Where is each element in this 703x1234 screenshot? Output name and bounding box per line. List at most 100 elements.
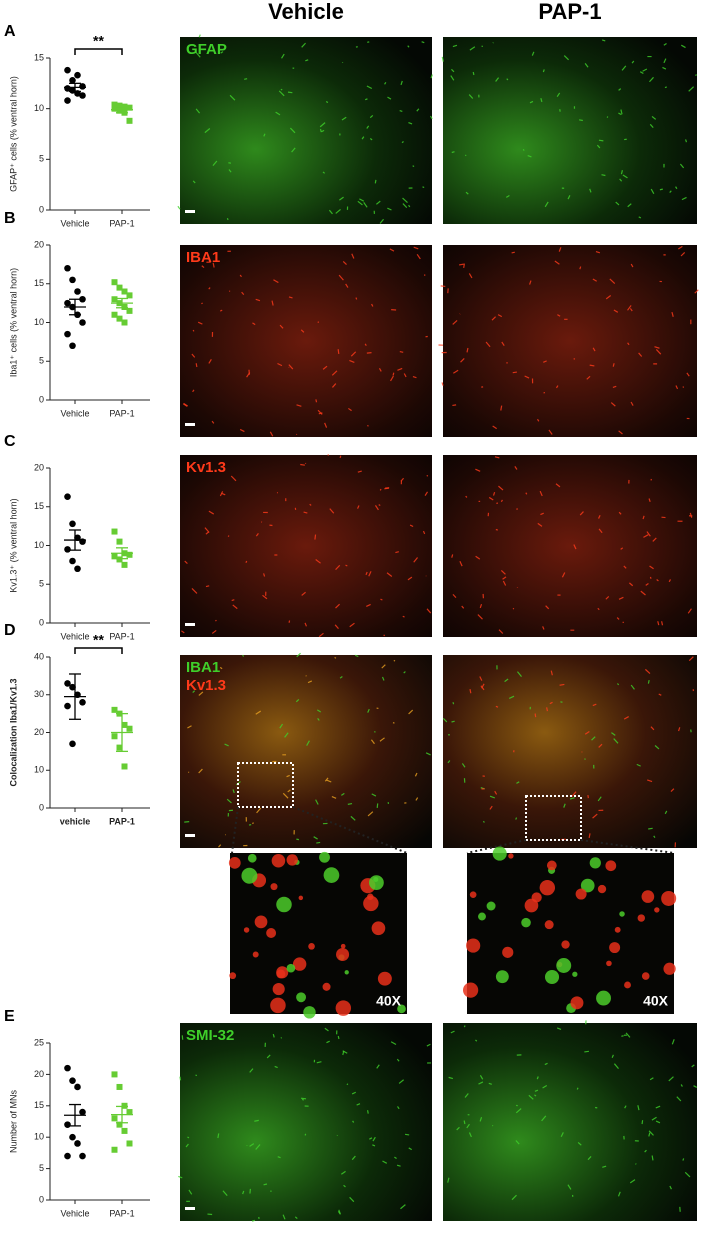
cell-process	[516, 818, 517, 820]
y-tick-label: 5	[39, 154, 44, 164]
data-point	[79, 1153, 86, 1160]
panel-letter: B	[4, 210, 16, 227]
cell-process	[206, 586, 209, 587]
y-tick-label: 10	[34, 540, 44, 550]
y-axis-label: GFAP⁺ cells (% ventral horn)	[8, 76, 18, 192]
cell	[272, 854, 286, 868]
data-point	[74, 1140, 81, 1147]
y-tick-label: 15	[34, 1100, 44, 1110]
data-point	[69, 342, 76, 349]
cell-process	[243, 655, 244, 656]
data-point	[127, 1140, 133, 1146]
cell-process	[187, 1137, 188, 1138]
cell	[508, 853, 513, 858]
y-tick-label: 15	[34, 501, 44, 511]
cell	[276, 897, 291, 912]
cell	[324, 867, 340, 883]
data-point	[112, 279, 118, 285]
cell-process	[300, 465, 305, 466]
cell-process	[379, 505, 381, 506]
y-tick-label: 5	[39, 579, 44, 589]
data-point	[79, 83, 86, 90]
data-point	[74, 565, 81, 572]
y-tick-label: 5	[39, 1163, 44, 1173]
cell	[496, 970, 509, 983]
cell-process	[496, 529, 498, 530]
data-point	[64, 493, 71, 500]
cell-process	[338, 349, 339, 354]
x-tick-label: Vehicle	[60, 408, 89, 418]
cell-process	[315, 535, 316, 540]
image-label: IBA1	[186, 249, 220, 266]
data-point	[69, 1134, 76, 1141]
cell	[466, 938, 480, 952]
data-point	[64, 331, 71, 338]
panel-letter: C	[4, 433, 16, 450]
cell	[308, 943, 315, 950]
cell-process	[320, 129, 321, 132]
cell-process	[201, 303, 202, 304]
cell	[248, 854, 257, 863]
cell-process	[464, 1121, 465, 1124]
data-point	[79, 1109, 86, 1116]
cell-process	[473, 72, 474, 75]
cell	[363, 896, 378, 911]
panel-letter: E	[4, 1008, 15, 1025]
cell-process	[427, 475, 428, 476]
cell-process	[316, 399, 317, 402]
data-point	[69, 1077, 76, 1084]
cell	[255, 916, 268, 929]
cell-process	[662, 621, 663, 625]
cell	[590, 857, 601, 868]
cell	[615, 927, 621, 933]
data-point	[64, 265, 71, 272]
cell-process	[683, 1158, 684, 1160]
cell	[478, 913, 486, 921]
cell-process	[590, 365, 595, 366]
column-header: PAP-1	[538, 0, 601, 24]
x-tick-label: Vehicle	[60, 218, 89, 228]
cell-process	[665, 87, 667, 88]
cell-process	[196, 363, 197, 367]
cell-process	[470, 689, 471, 693]
micrograph	[443, 655, 697, 848]
cell	[570, 996, 583, 1009]
cell-process	[635, 1164, 636, 1165]
x-tick-label: PAP-1	[109, 218, 134, 228]
y-tick-label: 0	[39, 802, 44, 812]
panel-letter: A	[4, 23, 16, 40]
cell	[273, 983, 285, 995]
significance-label: **	[93, 33, 104, 49]
y-axis-label: Number of MNs	[8, 1089, 18, 1153]
cell	[619, 911, 624, 916]
cell	[299, 896, 303, 900]
y-axis-label: Kv1.3⁺ (% ventral horn)	[8, 498, 18, 592]
significance-label: **	[93, 632, 104, 648]
cell	[663, 963, 675, 975]
scale-bar	[185, 423, 195, 426]
data-point	[112, 1147, 118, 1153]
cell	[642, 890, 655, 903]
y-tick-label: 30	[34, 689, 44, 699]
cell	[547, 861, 557, 871]
cell-process	[464, 1026, 465, 1027]
cell-process	[642, 1120, 643, 1124]
cell-process	[543, 69, 544, 72]
cell-process	[215, 620, 216, 621]
cell-process	[403, 616, 405, 617]
cell-process	[393, 723, 394, 724]
y-axis-label: Colocalization Iba1/Kv1.3	[8, 678, 18, 786]
cell-process	[648, 680, 649, 683]
cell	[341, 944, 346, 949]
y-tick-label: 0	[39, 617, 44, 627]
zoom-label: 40X	[643, 993, 669, 1009]
data-point	[122, 562, 128, 568]
y-tick-label: 0	[39, 204, 44, 214]
y-tick-label: 10	[34, 1132, 44, 1142]
cell-process	[452, 405, 456, 406]
y-tick-label: 20	[34, 239, 44, 249]
data-point	[127, 308, 133, 314]
y-tick-label: 20	[34, 462, 44, 472]
cell	[661, 891, 676, 906]
cell-process	[193, 330, 194, 331]
